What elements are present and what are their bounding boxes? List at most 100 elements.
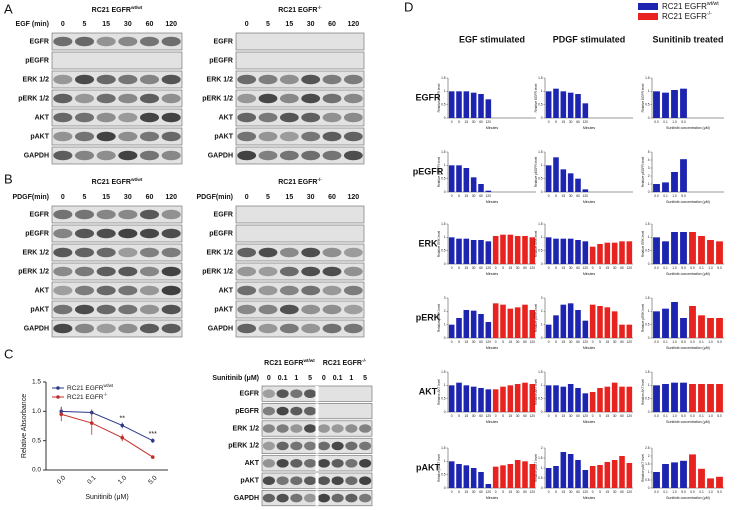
blot-row-label: GAPDH bbox=[24, 325, 49, 332]
y-tick-label: 2 bbox=[648, 454, 650, 458]
blot-strip bbox=[235, 32, 365, 51]
row-header: pAKT bbox=[416, 462, 440, 472]
bar bbox=[522, 236, 528, 264]
y-tick-label: 1.5 bbox=[645, 76, 650, 80]
blot-row-label: pERK 1/2 bbox=[18, 268, 49, 275]
x-tick-label: 15 bbox=[562, 340, 566, 344]
blot-band bbox=[258, 304, 278, 315]
x-tick-label: 60 bbox=[479, 120, 483, 124]
lane-label: 1 bbox=[294, 375, 298, 382]
blot-band bbox=[118, 209, 138, 220]
y-tick-label: 0.5 bbox=[441, 249, 446, 253]
bar bbox=[514, 307, 521, 338]
blot-band bbox=[301, 112, 321, 123]
blot-title: RC21 EGFRwt/wt bbox=[92, 177, 143, 186]
x-tick-label: 15 bbox=[606, 490, 610, 494]
bar bbox=[716, 318, 723, 338]
blot-band bbox=[262, 493, 275, 503]
bar bbox=[680, 88, 687, 118]
x-tick-label: 0.1 bbox=[663, 266, 668, 270]
x-tick-label: 60 bbox=[523, 340, 527, 344]
bar bbox=[698, 384, 705, 412]
bar bbox=[653, 237, 660, 264]
blot-band bbox=[96, 266, 116, 277]
x-tick-label: 0.0 bbox=[654, 490, 659, 494]
blot-band bbox=[301, 304, 321, 315]
blot-band bbox=[345, 493, 358, 503]
blot-title-main: RC21 EGFR bbox=[323, 360, 362, 367]
bar bbox=[653, 311, 660, 338]
x-tick-label: 30 bbox=[613, 490, 617, 494]
x-tick-label: 5.0 bbox=[681, 340, 686, 344]
x-tick-label: 30 bbox=[569, 266, 573, 270]
x-tick-label: 30 bbox=[516, 490, 520, 494]
legend-label-main: RC21 EGFR bbox=[662, 12, 707, 21]
x-tick-label: 5 bbox=[502, 414, 504, 418]
y-tick-label: 1 bbox=[648, 235, 650, 239]
bar bbox=[671, 302, 678, 338]
x-tick-label: 0.0 bbox=[690, 266, 695, 270]
blot-band bbox=[290, 389, 303, 399]
bar bbox=[662, 92, 669, 118]
legend-label: RC21 EGFR-/- bbox=[67, 392, 108, 401]
blot-band bbox=[331, 424, 344, 433]
blot-band bbox=[322, 266, 342, 277]
lane-label: 15 bbox=[285, 21, 293, 28]
lane-label: 60 bbox=[328, 194, 336, 201]
x-tick-label: 0 bbox=[451, 120, 453, 124]
blot-band bbox=[279, 323, 299, 334]
bar bbox=[507, 234, 514, 264]
blot-band bbox=[53, 36, 73, 47]
point bbox=[120, 423, 125, 428]
blot-band bbox=[322, 323, 342, 334]
y-tick-label: 5 bbox=[648, 150, 650, 154]
blot-band bbox=[161, 150, 181, 161]
blot-title: RC21 EGFR-/- bbox=[323, 358, 367, 367]
bar bbox=[545, 468, 552, 488]
y-tick-label: 1 bbox=[444, 459, 446, 463]
bar bbox=[529, 237, 536, 264]
blot-band bbox=[276, 476, 289, 486]
x-tick-label: 0 bbox=[548, 340, 550, 344]
bar bbox=[560, 91, 567, 118]
y-tick-label: 0.5 bbox=[32, 437, 41, 444]
y-tick-label: 2 bbox=[444, 309, 446, 313]
blot-row-label: pAKT bbox=[214, 306, 233, 313]
lane-label: 120 bbox=[165, 194, 177, 201]
x-tick-label: 0 bbox=[548, 414, 550, 418]
x-tick-label: 120 bbox=[583, 120, 589, 124]
y-tick-label: 0 bbox=[648, 190, 650, 194]
bar bbox=[575, 178, 581, 192]
blot-band bbox=[53, 266, 73, 277]
x-tick-label: 30 bbox=[613, 266, 617, 270]
x-tick-label: 0.0 bbox=[56, 474, 68, 486]
blot-band bbox=[139, 266, 160, 277]
blot-band bbox=[74, 247, 95, 258]
bar bbox=[470, 177, 477, 192]
bar bbox=[448, 165, 455, 192]
blot-title-sup: wt/wt bbox=[130, 177, 143, 182]
bar bbox=[507, 464, 514, 488]
y-tick-label: 0.5 bbox=[645, 397, 650, 401]
y-axis-label: Relative pAKT level bbox=[437, 454, 441, 482]
blot-row-label: pEGFR bbox=[209, 230, 233, 237]
x-tick-label: 30 bbox=[472, 120, 476, 124]
y-tick-label: 0.5 bbox=[538, 476, 543, 480]
blot-band bbox=[53, 323, 73, 334]
x-tick-label: 120 bbox=[583, 490, 589, 494]
x-tick-label: 15 bbox=[562, 414, 566, 418]
blot-header: PDGF(min) bbox=[12, 194, 49, 201]
x-tick-label: 5.0 bbox=[681, 490, 686, 494]
bar bbox=[671, 232, 678, 264]
lane-label: 60 bbox=[146, 194, 154, 201]
bar bbox=[707, 318, 714, 338]
bar bbox=[463, 465, 470, 488]
bar bbox=[582, 103, 589, 118]
x-axis-label: Sunitinib concentration (μM) bbox=[666, 126, 710, 130]
blot-title: RC21 EGFRwt/wt bbox=[92, 5, 143, 14]
bar bbox=[463, 168, 470, 192]
x-tick-label: 5.0 bbox=[717, 266, 722, 270]
y-tick-label: 0 bbox=[444, 190, 446, 194]
blot-band bbox=[161, 36, 181, 47]
lane-label: 30 bbox=[124, 21, 132, 28]
